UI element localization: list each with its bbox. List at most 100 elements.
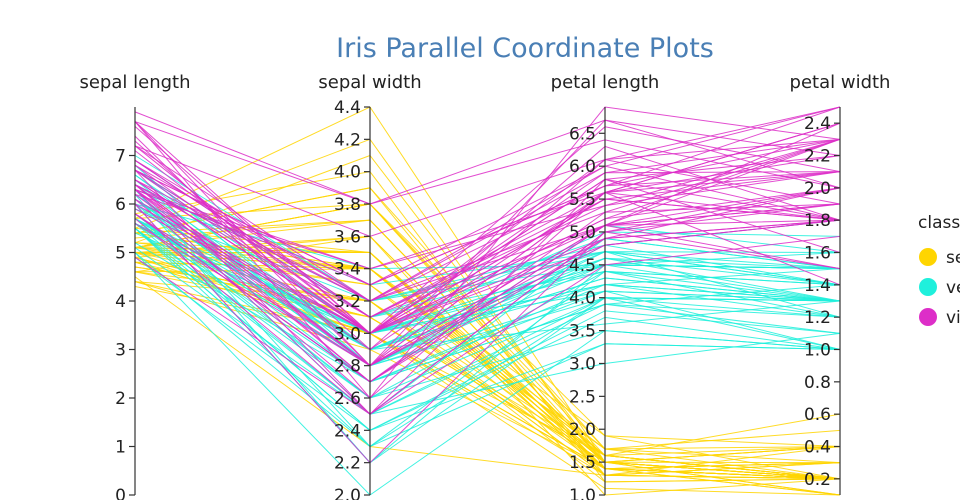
- tick-label-sepal-width-8: 3.6: [334, 227, 361, 247]
- tick-label-sepal-length-5: 5: [115, 244, 126, 264]
- tick-label-petal-width-4: 1.0: [804, 341, 831, 361]
- tick-label-sepal-width-11: 4.2: [334, 130, 361, 150]
- polyline-virginica-11: [134, 184, 841, 383]
- polyline-versicolor-29: [134, 218, 841, 399]
- polyline-virginica-17: [134, 119, 841, 205]
- axis-title-petal-width: petal width: [790, 72, 891, 93]
- legend-item-versicolor[interactable]: versicolor: [919, 278, 960, 298]
- axis-sepal-width: sepal width 2.0 2.2 2.4 2.6 2.8 3.0 3.2 3.4 3.6 3.…: [318, 72, 421, 500]
- polyline-virginica-40: [134, 122, 841, 318]
- axis-title-sepal-length: sepal length: [79, 72, 190, 93]
- tick-label-petal-width-8: 1.8: [804, 211, 831, 231]
- polyline-versicolor-43: [134, 252, 841, 448]
- polyline-setosa-17: [134, 247, 841, 470]
- axis-title-petal-length: petal length: [551, 72, 660, 93]
- legend-label-setosa: setosa: [946, 248, 960, 268]
- polyline-setosa-26: [134, 252, 841, 457]
- tick-label-sepal-width-0: 2.0: [334, 486, 361, 500]
- tick-label-petal-width-6: 1.4: [804, 276, 831, 296]
- tick-label-petal-length-3: 2.5: [569, 387, 596, 407]
- polyline-virginica-9: [134, 106, 841, 237]
- tick-label-petal-length-1: 1.5: [569, 453, 596, 473]
- legend: class setosa versicolor virginica: [918, 213, 960, 328]
- tick-label-sepal-width-7: 3.4: [334, 260, 361, 280]
- tick-label-petal-width-11: 2.4: [804, 114, 831, 134]
- tick-label-petal-width-10: 2.2: [804, 147, 831, 167]
- tick-label-sepal-width-9: 3.8: [334, 195, 361, 215]
- polyline-versicolor-46: [134, 218, 841, 351]
- polyline-versicolor-47: [134, 193, 841, 351]
- tick-label-petal-width-3: 0.8: [804, 373, 831, 393]
- tick-label-petal-width-5: 1.2: [804, 308, 831, 328]
- polyline-virginica-44: [134, 106, 841, 286]
- polyline-virginica-46: [134, 189, 841, 415]
- axis-sepal-length: sepal length 0 1 2 3 4 5 6 7: [79, 72, 190, 500]
- polyline-virginica-25: [134, 145, 841, 302]
- polyline-setosa-42: [134, 281, 841, 480]
- legend-item-virginica[interactable]: virginica: [919, 308, 960, 328]
- polyline-virginica-37: [134, 184, 841, 318]
- polyline-virginica-31: [134, 111, 841, 205]
- polyline-setosa-41: [134, 276, 841, 476]
- tick-label-petal-length-9: 5.5: [569, 190, 596, 210]
- polyline-versicolor-31: [134, 227, 841, 431]
- polyline-virginica-47: [134, 179, 841, 334]
- tick-label-petal-width-0: 0.2: [804, 470, 831, 490]
- polyline-virginica-41: [134, 138, 841, 318]
- polyline-virginica-49: [134, 208, 841, 334]
- tick-label-sepal-width-2: 2.4: [334, 421, 361, 441]
- tick-label-petal-length-7: 4.5: [569, 256, 596, 276]
- tick-label-petal-width-9: 2.0: [804, 179, 831, 199]
- legend-swatch-versicolor: [919, 278, 937, 296]
- tick-label-sepal-width-1: 2.2: [334, 454, 361, 474]
- tick-label-sepal-length-0: 0: [115, 486, 126, 500]
- polyline-virginica-18: [134, 106, 841, 399]
- legend-label-virginica: virginica: [946, 308, 960, 328]
- polyline-setosa-37: [134, 235, 841, 496]
- polyline-setosa-13: [134, 285, 841, 496]
- polyline-virginica-19: [134, 203, 841, 464]
- tick-label-petal-length-4: 3.0: [569, 354, 596, 374]
- tick-label-sepal-width-12: 4.4: [334, 98, 361, 118]
- tick-label-sepal-length-6: 6: [115, 195, 126, 215]
- polyline-setosa-32: [134, 154, 841, 496]
- polyline-virginica-29: [134, 145, 841, 334]
- legend-title: class: [918, 213, 960, 233]
- tick-label-sepal-width-5: 3.0: [334, 324, 361, 344]
- polyline-virginica-38: [134, 203, 841, 334]
- tick-label-sepal-length-2: 2: [115, 389, 126, 409]
- polyline-virginica-42: [134, 203, 841, 383]
- tick-label-petal-length-2: 2.0: [569, 420, 596, 440]
- tick-label-sepal-width-3: 2.6: [334, 389, 361, 409]
- polyline-virginica-21: [134, 187, 841, 367]
- axis-title-sepal-width: sepal width: [318, 72, 421, 93]
- polyline-virginica-48: [134, 138, 841, 270]
- tick-label-petal-length-11: 6.5: [569, 124, 596, 144]
- polyline-versicolor-39: [134, 227, 841, 415]
- polyline-versicolor-40: [134, 227, 841, 399]
- tick-label-sepal-width-10: 4.0: [334, 163, 361, 183]
- polyline-virginica-34: [134, 191, 841, 399]
- legend-label-versicolor: versicolor: [946, 278, 960, 298]
- polyline-versicolor-13: [134, 198, 841, 351]
- tick-label-petal-length-5: 3.5: [569, 322, 596, 342]
- polyline-virginica-27: [134, 198, 841, 334]
- tick-label-petal-width-1: 0.4: [804, 438, 831, 458]
- tick-label-sepal-length-7: 7: [115, 147, 126, 167]
- tick-label-sepal-length-3: 3: [115, 341, 126, 361]
- polyline-setosa-43: [135, 252, 841, 457]
- tick-label-petal-width-7: 1.6: [804, 244, 831, 264]
- legend-item-setosa[interactable]: setosa: [919, 248, 960, 268]
- polyline-versicolor-37: [134, 189, 841, 448]
- axis-petal-length: petal length 1.0 1.5 2.0 2.5 3.0 3.5 4.0 4.5 5.0 5…: [551, 72, 660, 500]
- tick-label-sepal-width-6: 3.2: [334, 292, 361, 312]
- polylines-layer: [134, 106, 841, 496]
- tick-label-sepal-length-4: 4: [115, 292, 126, 312]
- axes-layer: sepal length 0 1 2 3 4 5 6 7 sepal width 2.0 2.2 2.4…: [79, 72, 890, 500]
- polyline-virginica-7: [134, 140, 841, 351]
- tick-label-petal-length-8: 5.0: [569, 223, 596, 243]
- tick-label-sepal-length-1: 1: [115, 438, 126, 458]
- legend-swatch-virginica: [919, 308, 937, 326]
- tick-label-petal-length-0: 1.0: [569, 486, 596, 500]
